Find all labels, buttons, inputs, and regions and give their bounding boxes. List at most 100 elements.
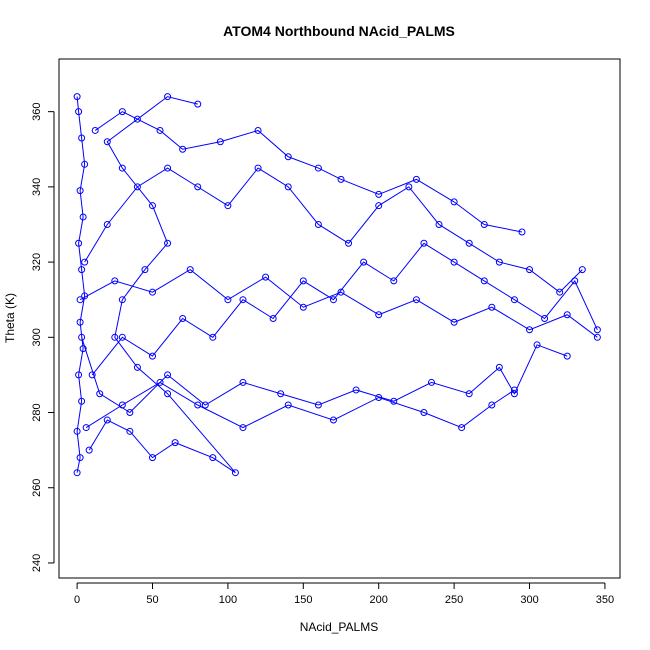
- data-point: [91, 126, 99, 134]
- data-point: [299, 303, 307, 311]
- data-point: [593, 333, 601, 341]
- series-line: [79, 269, 598, 338]
- data-point: [141, 266, 149, 274]
- data-point: [314, 220, 322, 228]
- data-point: [96, 390, 104, 398]
- data-point: [78, 266, 86, 274]
- data-point: [480, 220, 488, 228]
- series-group: [82, 378, 518, 432]
- series-group: [85, 93, 239, 477]
- data-point: [76, 187, 84, 195]
- data-point: [149, 288, 156, 296]
- data-point: [254, 126, 262, 134]
- data-point: [75, 371, 83, 379]
- data-point: [149, 202, 156, 210]
- data-point: [76, 296, 84, 304]
- data-point: [495, 363, 503, 371]
- data-point: [541, 315, 549, 322]
- data-point: [412, 296, 420, 304]
- data-point: [118, 296, 126, 304]
- data-point: [194, 183, 202, 191]
- data-point: [201, 401, 209, 409]
- data-point: [239, 296, 247, 304]
- data-point: [133, 183, 141, 191]
- data-point: [352, 386, 360, 394]
- data-point: [488, 401, 496, 409]
- data-point: [73, 93, 81, 101]
- data-point: [375, 393, 383, 401]
- x-tick-label: 0: [74, 594, 80, 606]
- data-point: [465, 239, 473, 247]
- data-point: [164, 239, 172, 247]
- data-point: [149, 352, 156, 360]
- data-point: [88, 371, 96, 379]
- data-point: [284, 401, 292, 409]
- series-line: [81, 337, 568, 414]
- plot-data: [73, 93, 601, 477]
- data-point: [81, 258, 89, 266]
- data-point: [186, 266, 194, 274]
- data-point: [526, 266, 534, 274]
- data-point: [277, 390, 285, 398]
- x-tick-label: 350: [596, 594, 614, 606]
- data-point: [133, 363, 141, 371]
- plot-area-frame: [58, 58, 621, 579]
- data-point: [75, 239, 83, 247]
- data-point: [179, 315, 187, 322]
- series-group: [91, 108, 526, 236]
- data-point: [510, 386, 518, 394]
- data-point: [533, 341, 541, 349]
- x-tick-label: 200: [370, 594, 388, 606]
- data-point: [427, 378, 435, 386]
- data-point: [488, 303, 496, 311]
- data-point: [450, 198, 458, 206]
- data-point: [375, 190, 383, 198]
- data-point: [78, 134, 86, 142]
- data-point: [510, 296, 518, 304]
- series-line: [85, 381, 515, 429]
- data-point: [76, 318, 84, 326]
- data-point: [556, 288, 564, 296]
- data-point: [510, 390, 518, 398]
- data-point: [82, 424, 90, 432]
- data-point: [103, 138, 111, 146]
- data-point: [209, 333, 217, 341]
- data-point: [78, 333, 86, 341]
- data-point: [171, 439, 179, 447]
- data-point: [465, 390, 473, 398]
- data-point: [76, 454, 84, 462]
- data-point: [450, 318, 458, 326]
- x-axis-label: NAcid_PALMS: [300, 620, 378, 634]
- data-point: [81, 160, 89, 168]
- y-tick-label: 260: [31, 479, 43, 497]
- data-point: [337, 288, 345, 296]
- data-point: [103, 416, 111, 424]
- data-point: [375, 311, 383, 319]
- data-point: [420, 239, 428, 247]
- data-point: [314, 401, 322, 409]
- data-point: [118, 108, 126, 116]
- data-point: [563, 311, 571, 319]
- x-tick-label: 250: [445, 594, 463, 606]
- data-point: [85, 446, 93, 454]
- data-point: [269, 315, 277, 322]
- data-point: [299, 277, 307, 285]
- data-point: [571, 277, 579, 285]
- data-point: [164, 371, 172, 379]
- series-group: [76, 266, 601, 341]
- data-point: [224, 202, 232, 210]
- data-point: [526, 326, 534, 334]
- series-line: [76, 96, 86, 473]
- x-tick-label: 150: [294, 594, 312, 606]
- data-point: [480, 277, 488, 285]
- y-tick-label: 320: [31, 253, 43, 271]
- data-point: [126, 427, 134, 435]
- data-point: [518, 228, 526, 236]
- data-point: [239, 424, 247, 432]
- data-point: [216, 138, 224, 146]
- data-point: [390, 277, 398, 285]
- data-point: [194, 100, 202, 108]
- data-point: [78, 397, 86, 405]
- data-point: [75, 108, 83, 116]
